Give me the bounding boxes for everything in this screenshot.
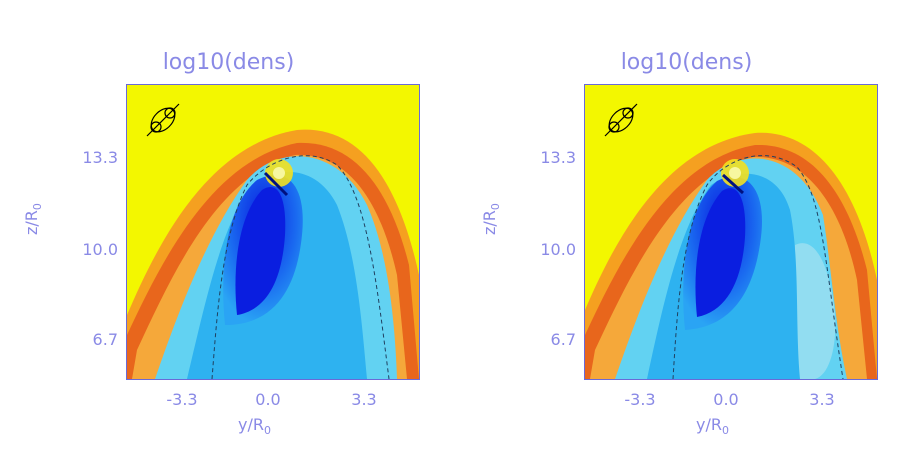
- ytick-label: 13.3: [540, 148, 576, 167]
- orbit-icon: [146, 103, 180, 137]
- y-axis-label: z/R0: [22, 203, 45, 235]
- ytick-label: 6.7: [92, 330, 118, 349]
- x-axis-label: y/R0: [696, 415, 729, 438]
- xtick-label: 0.0: [713, 390, 739, 409]
- ytick-label: 6.7: [550, 330, 576, 349]
- xtick-label: -3.3: [624, 390, 656, 409]
- x-axis-label: y/R0: [238, 415, 271, 438]
- xtick-label: 3.3: [351, 390, 377, 409]
- density-map: [584, 84, 878, 380]
- ytick-label: 13.3: [82, 148, 118, 167]
- ytick-label: 10.0: [82, 240, 118, 259]
- panel-title: log10(dens): [162, 50, 295, 75]
- panel-title: log10(dens): [620, 50, 753, 75]
- xtick-label: 3.3: [809, 390, 835, 409]
- y-axis-label: z/R0: [480, 203, 503, 235]
- ytick-label: 10.0: [540, 240, 576, 259]
- density-image: [127, 85, 419, 379]
- density-image: [585, 85, 877, 379]
- xtick-label: 0.0: [255, 390, 281, 409]
- right-panel: log10(dens): [458, 0, 915, 458]
- density-map: [126, 84, 420, 380]
- left-panel: log10(dens): [0, 0, 457, 458]
- xtick-label: -3.3: [166, 390, 198, 409]
- orbit-icon: [604, 103, 638, 137]
